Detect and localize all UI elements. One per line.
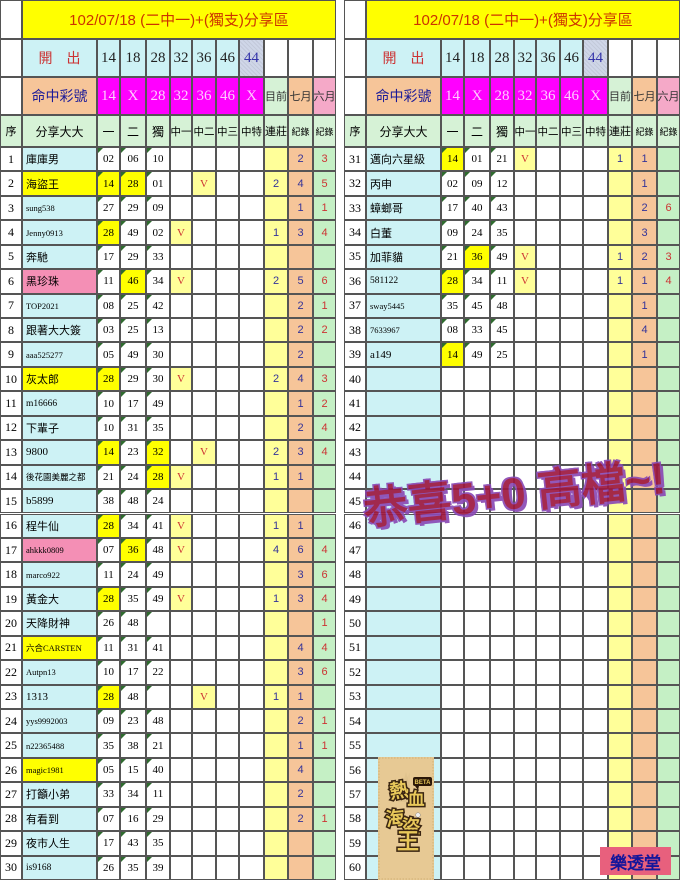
svg-text:王: 王 bbox=[397, 829, 419, 854]
svg-text:BETA: BETA bbox=[415, 780, 432, 786]
svg-text:血: 血 bbox=[408, 789, 425, 809]
